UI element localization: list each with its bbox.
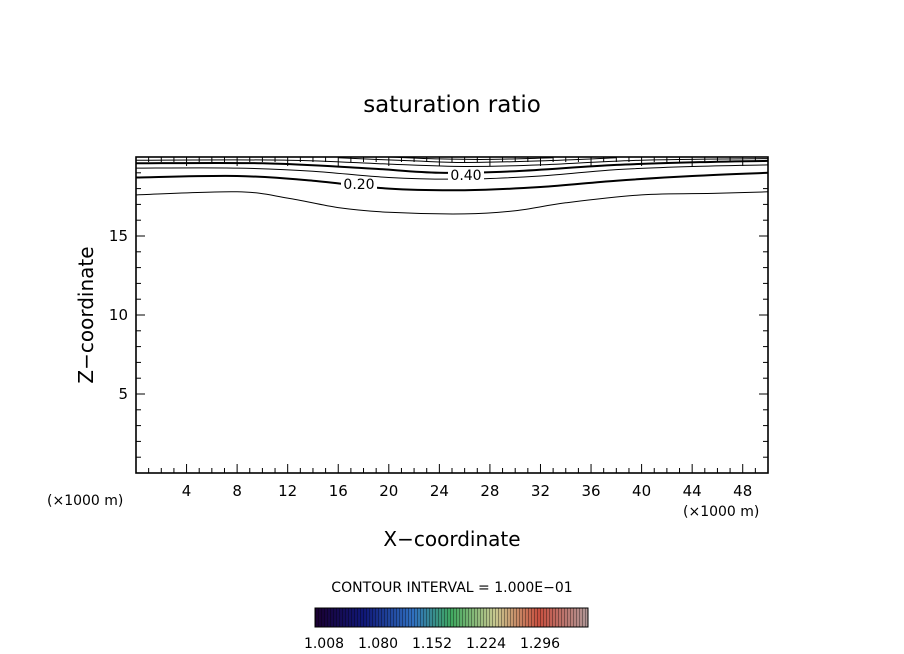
colorbar-tick-label: 1.080 [358, 636, 398, 652]
contour-line-0-6 [338, 157, 617, 164]
colorbar-tick-label: 1.224 [466, 636, 506, 652]
x-tick-label: 24 [430, 482, 449, 500]
contour-lines: 0.20 0.40 [135, 156, 769, 215]
contour-label-bg [448, 168, 484, 183]
contour-interval-text: CONTOUR INTERVAL = 1.000E−01 [331, 580, 572, 596]
colorbar-tick-labels: 1.008 1.080 1.152 1.224 1.296 [304, 636, 560, 652]
x-tick-label: 44 [683, 482, 702, 500]
x-tick-label: 8 [232, 482, 242, 500]
y-axis-label: Z−coordinate [74, 246, 98, 383]
x-tick-label: 36 [581, 482, 600, 500]
contour-line-0-7 [388, 156, 554, 160]
colorbar [314, 607, 589, 628]
chart-title: saturation ratio [363, 92, 541, 118]
x-tick-label: 16 [329, 482, 348, 500]
y-tick-label: 5 [118, 385, 128, 403]
x-tick-label: 4 [182, 482, 192, 500]
plot-frame [135, 156, 769, 474]
y-tick-label: 15 [109, 227, 128, 245]
y-unit-label: (×1000 m) [47, 493, 123, 509]
colorbar-tick-label: 1.008 [304, 636, 344, 652]
contour-label-bg [341, 177, 377, 192]
colorbar-border [314, 607, 589, 628]
contour-line-0-1 [135, 191, 769, 215]
y-tick-label: 10 [109, 306, 128, 324]
x-unit-label: (×1000 m) [683, 504, 759, 520]
contour-label: 0.40 [450, 168, 481, 184]
contour-label: 0.20 [343, 177, 374, 193]
x-tick-label: 40 [632, 482, 651, 500]
x-tick-label: 20 [379, 482, 398, 500]
x-tick-label: 48 [733, 482, 752, 500]
contour-line-0-5 [135, 158, 769, 168]
colorbar-tick-label: 1.296 [520, 636, 560, 652]
colorbar-tick-label: 1.152 [412, 636, 452, 652]
contour-line-0-2 [135, 171, 769, 192]
x-tick-label: 12 [278, 482, 297, 500]
x-tick-label: 32 [531, 482, 550, 500]
x-axis-label: X−coordinate [383, 527, 520, 551]
x-tick-label: 28 [480, 482, 499, 500]
colorbar-stripes [315, 608, 588, 627]
